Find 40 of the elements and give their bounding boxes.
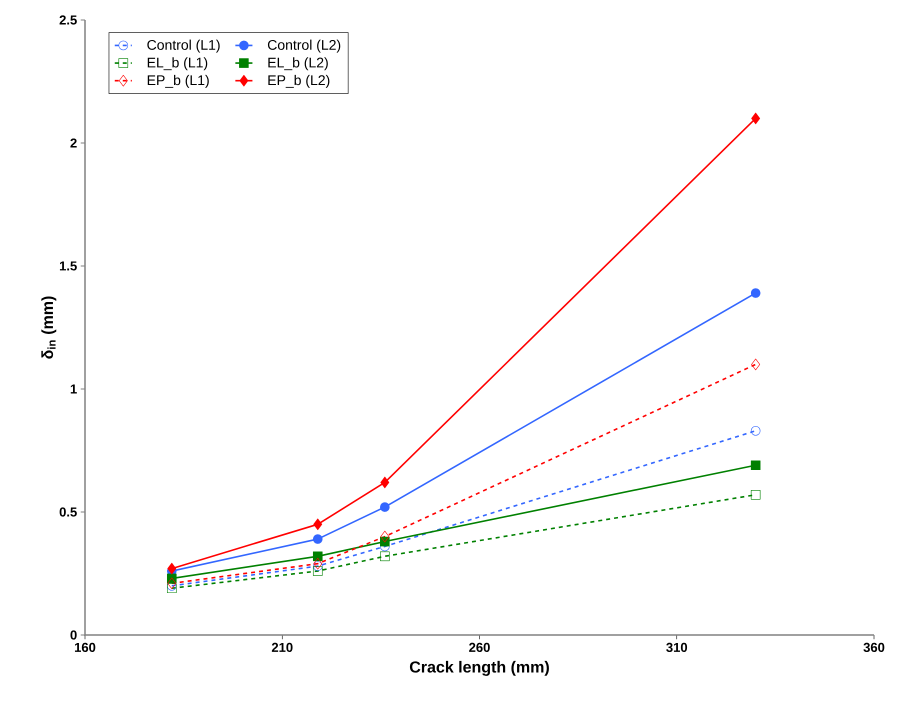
point [312,561,323,571]
point [313,518,322,530]
y-tick-label: 0 [70,630,77,640]
y-tick-label: 2.5 [60,15,77,25]
point [380,502,390,512]
y-axis-title: δ$_{in}$ (mm) [41,296,56,359]
point [167,562,176,574]
legend-label: EL_b (L1) [148,57,208,70]
x-tick-label: 210 [272,642,293,652]
point [751,358,760,370]
legend-label: EP_b (L1) [148,74,209,88]
point [312,566,323,576]
x-axis-title: Crack length (mm) [410,660,549,676]
legend-label: EP_b (L2) [268,74,330,88]
point [750,460,760,470]
point [312,551,323,562]
x-tick-label: 260 [469,642,490,652]
point [167,578,176,590]
legend-label: Control (L2) [268,40,340,53]
legend-label: EL_b (L2) [268,57,328,70]
legend-label: Control (L1) [147,40,220,53]
point [380,530,390,542]
y-tick-label: 1 [70,384,77,394]
point [166,581,177,591]
point [380,476,390,488]
point [750,490,760,500]
x-tick-label: 310 [666,642,688,652]
y-tick-label: 1.5 [60,261,77,271]
point [750,426,760,436]
point [312,534,323,544]
point [751,112,760,124]
point [313,558,322,570]
y-tick-label: 0.5 [60,507,77,517]
y-tick-label: 2 [70,138,77,148]
point [166,583,177,594]
point [380,551,390,562]
x-tick-label: 160 [74,642,96,652]
x-tick-label: 360 [863,642,884,652]
point [750,288,760,298]
point [380,536,390,546]
